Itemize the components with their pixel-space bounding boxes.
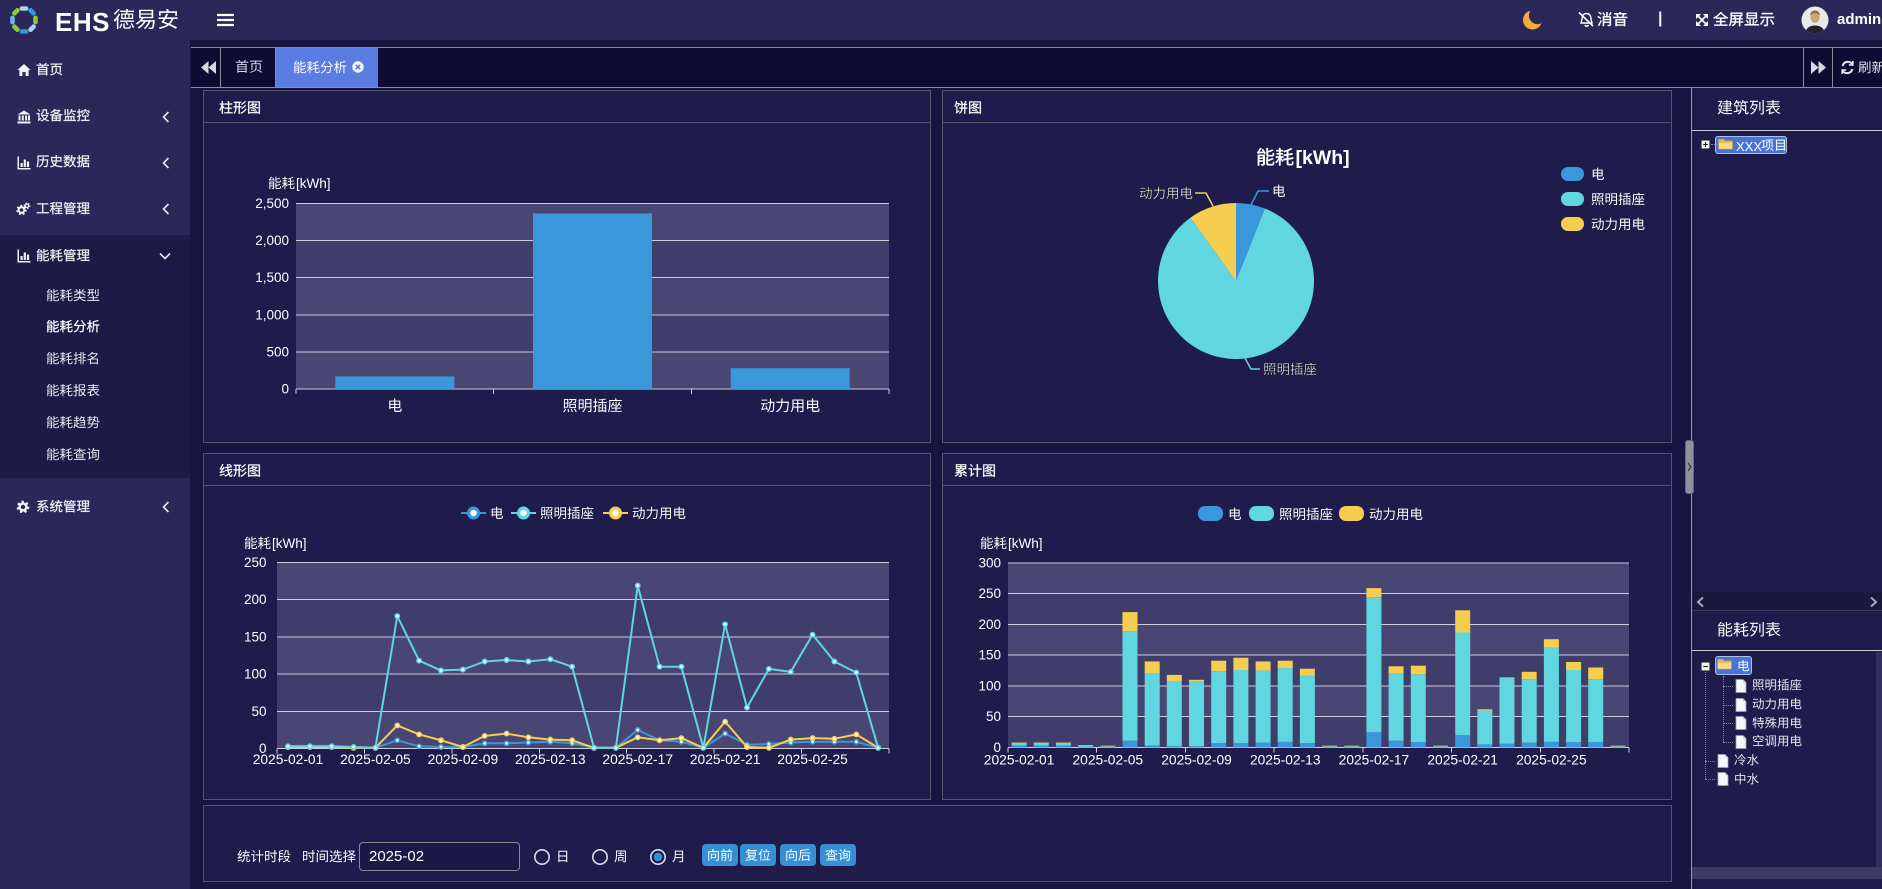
svg-text:200: 200 [244,592,267,607]
svg-text:2025-02-25: 2025-02-25 [1516,753,1587,768]
svg-text:100: 100 [244,667,267,682]
svg-text:300: 300 [978,555,1001,570]
svg-text:100: 100 [978,678,1001,693]
svg-text:2025-02-17: 2025-02-17 [602,752,673,767]
svg-text:[kWh]: [kWh] [296,176,331,191]
svg-text:2025-02-21: 2025-02-21 [690,752,761,767]
svg-text:50: 50 [986,709,1001,724]
svg-text:150: 150 [978,648,1001,663]
svg-text:2025-02-05: 2025-02-05 [1073,753,1144,768]
svg-text:[kWh]: [kWh] [1296,147,1350,169]
svg-text:2,000: 2,000 [255,233,289,248]
svg-text:0: 0 [259,741,267,756]
svg-text:2025-02-25: 2025-02-25 [777,752,848,767]
svg-text:250: 250 [244,555,267,570]
svg-text:2025-02-13: 2025-02-13 [1250,753,1321,768]
svg-text:200: 200 [978,617,1001,632]
svg-text:2025-02-01: 2025-02-01 [984,753,1055,768]
svg-text:2025-02-17: 2025-02-17 [1339,753,1410,768]
svg-text:250: 250 [978,586,1001,601]
svg-text:0: 0 [281,382,289,397]
svg-text:2025-02-09: 2025-02-09 [428,752,499,767]
svg-text:2,500: 2,500 [255,196,289,211]
svg-text:[kWh]: [kWh] [1008,536,1043,551]
svg-text:2025-02-01: 2025-02-01 [253,752,324,767]
svg-text:0: 0 [993,740,1001,755]
svg-text:500: 500 [266,344,289,359]
svg-text:[kWh]: [kWh] [272,536,307,551]
svg-text:2025-02-05: 2025-02-05 [340,752,411,767]
svg-text:2025-02-21: 2025-02-21 [1427,753,1498,768]
svg-text:1,000: 1,000 [255,307,289,322]
svg-text:1,500: 1,500 [255,270,289,285]
svg-text:2025-02-13: 2025-02-13 [515,752,586,767]
svg-text:2025-02-09: 2025-02-09 [1161,753,1232,768]
svg-text:150: 150 [244,629,267,644]
svg-text:50: 50 [251,704,266,719]
